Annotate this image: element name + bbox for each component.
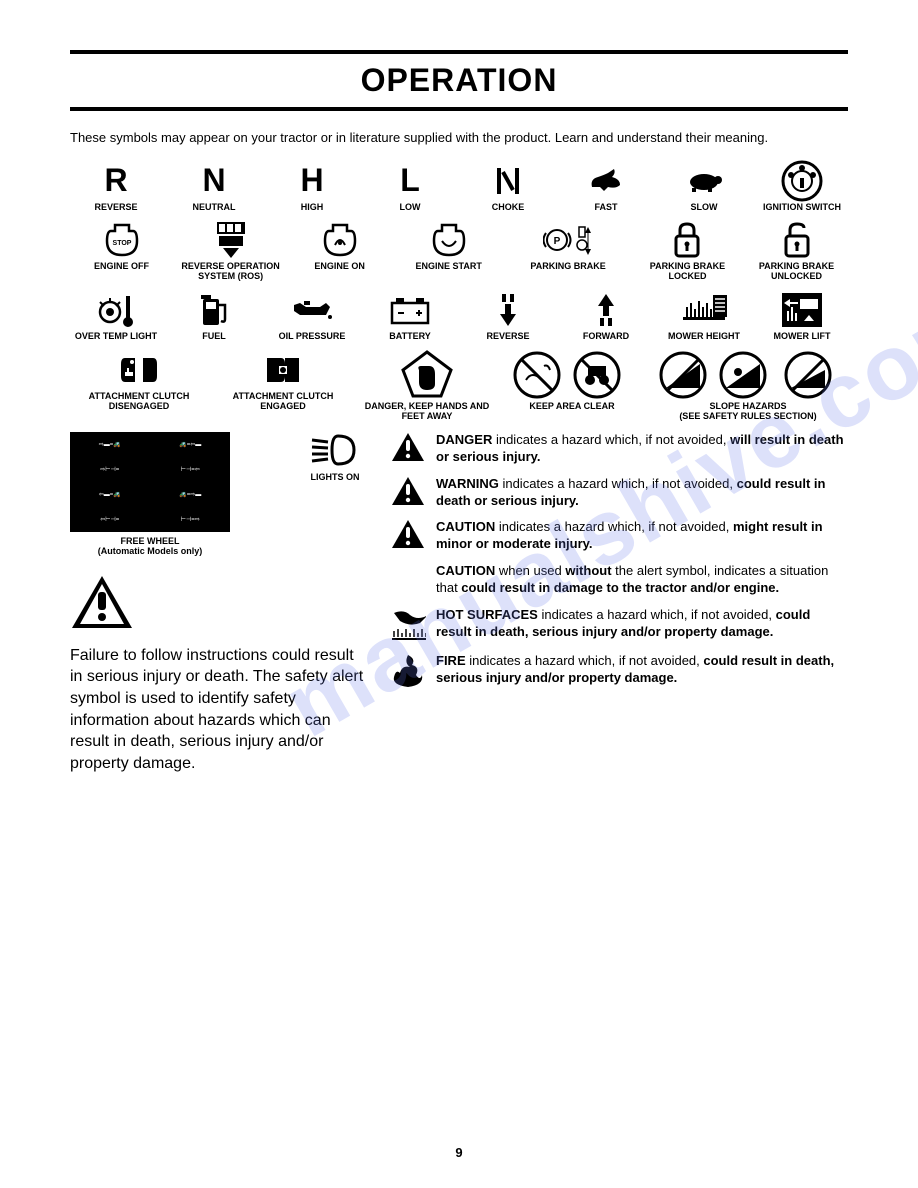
left-column: ⇨▬=🚜🚜=⇦▬ ⇨⊢⊣=⊢⊣=⇦ ⇦▬=🚜🚜=⇨▬ ⇦⊢⊣=⊢⊣=⇨ FREE… xyxy=(70,432,370,775)
mower-lift-icon xyxy=(782,293,822,327)
hazard-warning: WARNING indicates a hazard which, if not… xyxy=(390,476,848,510)
fire-icon xyxy=(390,653,426,689)
lock-open-icon xyxy=(782,222,812,258)
sym-high: HHIGH xyxy=(266,161,358,213)
sym-choke: CHOKE xyxy=(462,161,554,213)
hazard-danger: DANGER indicates a hazard which, if not … xyxy=(390,432,848,466)
rule-top xyxy=(70,50,848,54)
sym-engine-on: ENGINE ON xyxy=(288,220,391,282)
hazard-caution: CAUTION indicates a hazard which, if not… xyxy=(390,519,848,553)
oil-icon xyxy=(290,297,334,323)
hot-surface-icon xyxy=(390,607,426,643)
sym-reverse: RREVERSE xyxy=(70,161,162,213)
engine-off-icon: STOP xyxy=(105,221,139,259)
sym-parking-brake: PPARKING BRAKE xyxy=(506,220,630,282)
lights-icon xyxy=(310,432,360,468)
lock-closed-icon xyxy=(672,222,702,258)
turtle-icon xyxy=(684,168,724,194)
sym-battery: BATTERY xyxy=(364,290,456,342)
alert-triangle-icon xyxy=(70,574,134,630)
symbol-grid: RREVERSE NNEUTRAL HHIGH LLOW CHOKE FAST … xyxy=(70,161,848,422)
sym-slow: SLOW xyxy=(658,161,750,213)
right-column: DANGER indicates a hazard which, if not … xyxy=(390,432,848,775)
symbol-row-2: STOPENGINE OFF REVERSE OPERATION SYSTEM … xyxy=(70,220,848,282)
sym-overtemp: OVER TEMP LIGHT xyxy=(70,290,162,342)
rabbit-icon xyxy=(586,167,626,195)
free-wheel-block: ⇨▬=🚜🚜=⇦▬ ⇨⊢⊣=⊢⊣=⇦ ⇦▬=🚜🚜=⇨▬ ⇦⊢⊣=⊢⊣=⇨ FREE… xyxy=(70,432,230,556)
svg-text:STOP: STOP xyxy=(112,240,131,247)
slope-icon xyxy=(658,350,838,400)
sym-pbrake-unlocked: PARKING BRAKE UNLOCKED xyxy=(745,220,848,282)
safety-alert-text: Failure to follow instructions could res… xyxy=(70,645,370,775)
rule-bottom xyxy=(70,107,848,111)
sym-mower-height: MOWER HEIGHT xyxy=(658,290,750,342)
svg-text:P: P xyxy=(554,236,561,247)
reverse-arrow-icon xyxy=(498,292,518,328)
sym-fuel: FUEL xyxy=(168,290,260,342)
ignition-icon xyxy=(781,160,823,202)
lower-columns: ⇨▬=🚜🚜=⇦▬ ⇨⊢⊣=⊢⊣=⇦ ⇦▬=🚜🚜=⇨▬ ⇦⊢⊣=⊢⊣=⇨ FREE… xyxy=(70,432,848,775)
forward-arrow-icon xyxy=(596,292,616,328)
symbol-row-3: OVER TEMP LIGHT FUEL OIL PRESSURE BATTER… xyxy=(70,290,848,342)
sym-keep-clear: KEEP AREA CLEAR xyxy=(502,350,642,412)
sym-forward-arrow: FORWARD xyxy=(560,290,652,342)
clutch-on-icon xyxy=(263,354,303,386)
sym-clutch-engaged: ATTACHMENT CLUTCH ENGAGED xyxy=(214,350,352,412)
mower-height-icon xyxy=(681,293,727,327)
symbol-row-4: ATTACHMENT CLUTCH DISENGAGED ATTACHMENT … xyxy=(70,350,848,422)
sym-engine-off: STOPENGINE OFF xyxy=(70,220,173,282)
hazard-hot: HOT SURFACES indicates a hazard which, i… xyxy=(390,607,848,643)
hazard-caution-noicon: CAUTION when used without the alert symb… xyxy=(436,563,848,597)
overtemp-icon xyxy=(96,292,136,328)
hands-away-icon xyxy=(399,350,455,400)
ros-icon xyxy=(213,220,249,260)
symbol-row-1: RREVERSE NNEUTRAL HHIGH LLOW CHOKE FAST … xyxy=(70,161,848,213)
sym-fast: FAST xyxy=(560,161,652,213)
sym-neutral: NNEUTRAL xyxy=(168,161,260,213)
sym-danger-hands: DANGER, KEEP HANDS AND FEET AWAY xyxy=(358,350,496,422)
sym-ros: REVERSE OPERATION SYSTEM (ROS) xyxy=(179,220,282,282)
sym-mower-lift: MOWER LIFT xyxy=(756,290,848,342)
warning-triangle-icon xyxy=(391,476,425,506)
page-number: 9 xyxy=(0,1145,918,1160)
sym-pbrake-locked: PARKING BRAKE LOCKED xyxy=(636,220,739,282)
battery-icon xyxy=(388,295,432,325)
engine-on-icon xyxy=(323,221,357,259)
clutch-off-icon xyxy=(119,354,159,386)
sym-lights-on: LIGHTS ON xyxy=(310,432,360,482)
sym-reverse-arrow: REVERSE xyxy=(462,290,554,342)
sym-slope-hazards: SLOPE HAZARDS(SEE SAFETY RULES SECTION) xyxy=(648,350,848,422)
sym-low: LLOW xyxy=(364,161,456,213)
warning-triangle-icon xyxy=(391,519,425,549)
sym-ignition: IGNITION SWITCH xyxy=(756,161,848,213)
keep-clear-icon xyxy=(512,350,632,400)
parking-brake-icon: P xyxy=(543,223,593,257)
fuel-icon xyxy=(199,293,229,327)
warning-triangle-icon xyxy=(391,432,425,462)
hazard-fire: FIRE indicates a hazard which, if not av… xyxy=(390,653,848,689)
sym-engine-start: ENGINE START xyxy=(397,220,500,282)
sym-oil: OIL PRESSURE xyxy=(266,290,358,342)
page-title: OPERATION xyxy=(70,62,848,99)
sym-clutch-disengaged: ATTACHMENT CLUTCH DISENGAGED xyxy=(70,350,208,412)
intro-text: These symbols may appear on your tractor… xyxy=(70,129,848,147)
engine-start-icon xyxy=(432,221,466,259)
choke-icon xyxy=(491,164,525,198)
